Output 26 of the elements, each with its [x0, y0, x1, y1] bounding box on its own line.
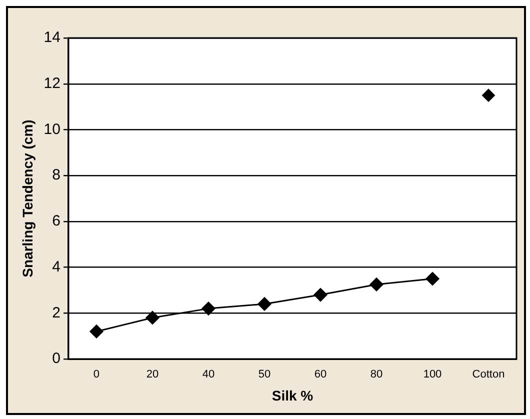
- x-tick-label: 40: [202, 368, 215, 381]
- point: [90, 324, 104, 338]
- point: [202, 302, 216, 316]
- point: [482, 88, 495, 102]
- y-tick-label: 4: [52, 258, 60, 276]
- point: [314, 288, 328, 302]
- point: [426, 272, 440, 286]
- y-tick-label: 12: [44, 75, 60, 92]
- y-tick-label: 2: [52, 304, 60, 322]
- y-tick-label: 10: [44, 120, 60, 138]
- y-axis-title: Snarling Tendency (cm): [19, 120, 36, 278]
- x-tick-label: 80: [370, 368, 383, 381]
- x-tick-label: Cotton: [472, 368, 505, 381]
- point: [146, 310, 160, 324]
- y-tick-label: 8: [52, 166, 60, 184]
- x-tick-label: 0: [93, 368, 100, 381]
- point: [258, 297, 272, 311]
- x-tick-label: 20: [146, 368, 159, 381]
- x-tick-label: 50: [258, 368, 271, 381]
- point: [370, 278, 384, 292]
- y-tick-label: 6: [52, 212, 60, 230]
- y-tick-label: 0: [52, 350, 60, 368]
- x-tick-label: 100: [423, 368, 442, 381]
- x-tick-label: 60: [314, 368, 327, 381]
- x-axis-title: Silk %: [272, 387, 314, 404]
- y-tick-label: 14: [44, 29, 60, 46]
